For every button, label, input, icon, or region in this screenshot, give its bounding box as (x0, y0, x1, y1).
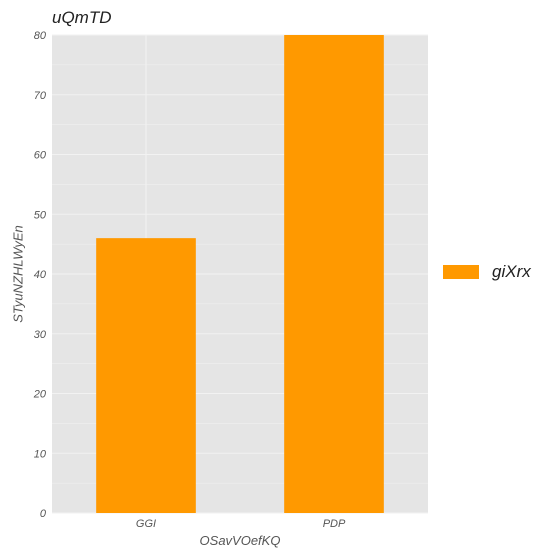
legend-label: giXrx (492, 262, 531, 281)
y-tick-label: 60 (34, 150, 47, 162)
x-axis-label: OSavVOefKQ (199, 533, 281, 548)
x-tick-label: PDP (323, 518, 346, 530)
y-tick-label: 0 (40, 508, 47, 520)
bars (96, 35, 384, 513)
y-tick-label: 40 (34, 269, 47, 281)
x-tick-label: GGI (136, 518, 156, 530)
legend-swatch (443, 265, 479, 279)
y-tick-label: 20 (33, 389, 47, 401)
y-tick-label: 80 (34, 30, 47, 42)
y-tick-label: 10 (34, 448, 47, 460)
y-axis-ticks: 0 10 20 30 40 50 60 70 80 (33, 30, 47, 520)
x-axis-ticks: GGI PDP (136, 518, 346, 530)
bar-PDP (284, 35, 384, 513)
y-tick-label: 30 (34, 329, 47, 341)
y-tick-label: 70 (34, 90, 47, 102)
y-axis-label: STyuNZHLWyEn (10, 225, 26, 323)
bar-GGI (96, 238, 196, 513)
legend: giXrx (443, 262, 531, 282)
y-tick-label: 50 (34, 209, 47, 221)
chart-title: uQmTD (52, 8, 112, 27)
